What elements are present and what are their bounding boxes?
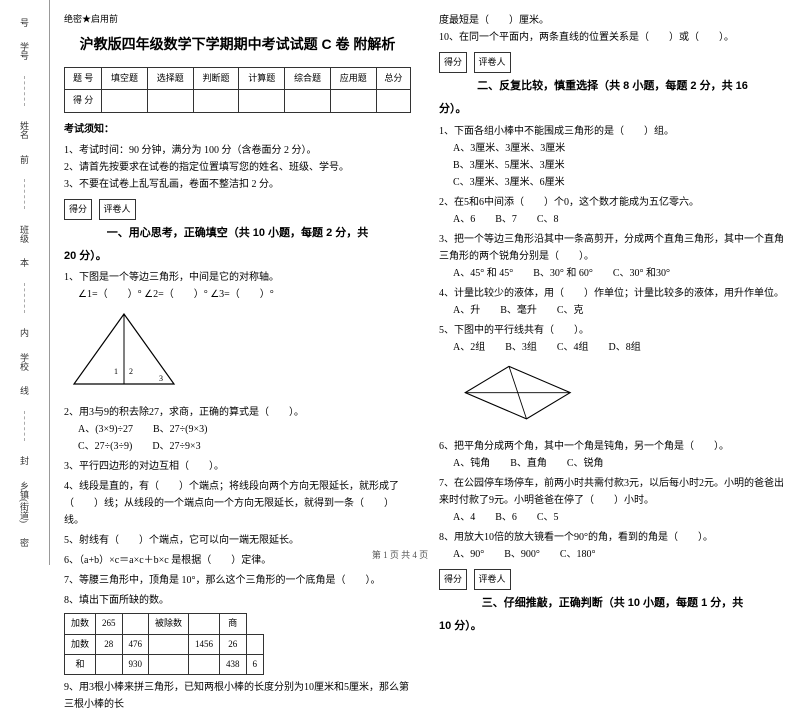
sec2-title: 二、反复比较，慎重选择（共 8 小题，每题 2 分，共 16 — [439, 77, 786, 96]
got-box: 得分 — [64, 199, 92, 220]
notice-2: 2、请首先按要求在试卷的指定位置填写您的姓名、班级、学号。 — [64, 159, 411, 176]
bind-line-3 — [24, 283, 25, 313]
score-table: 题 号 填空题 选择题 判断题 计算题 综合题 应用题 总分 得 分 — [64, 67, 411, 113]
sc4: 计算题 — [239, 68, 285, 90]
sc7: 总分 — [376, 68, 410, 90]
svg-text:1: 1 — [114, 367, 118, 376]
triangle-figure: 1 2 3 — [64, 309, 184, 389]
rhombus-figure — [439, 362, 579, 423]
r3-opts: A、45° 和 45° B、30° 和 60° C、30° 和30° — [439, 265, 786, 282]
r1a: A、3厘米、3厘米、3厘米 — [439, 140, 786, 157]
sc2: 选择题 — [147, 68, 193, 90]
notice-3: 3、不要在试卷上乱写乱画，卷面不整洁扣 2 分。 — [64, 176, 411, 193]
scr: 得 分 — [65, 90, 102, 112]
q1-t2: ∠1=（ ）° ∠2=（ ）° ∠3=（ ）° — [64, 286, 411, 303]
q3: 3、平行四边形的对边互相（ ）。 — [64, 458, 411, 475]
r6-opts: A、钝角 B、直角 C、锐角 — [439, 455, 786, 472]
got-box-2: 得分 — [439, 52, 467, 73]
sc3: 判断题 — [193, 68, 239, 90]
q2-t: 2、用3与9的积去除27，求商，正确的算式是（ ）。 — [64, 404, 411, 421]
r1: 1、下面各组小棒中不能围成三角形的是（ ）组。 A、3厘米、3厘米、3厘米 B、… — [439, 123, 786, 191]
q5: 5、射线有（ ）个端点，它可以向一端无限延长。 — [64, 532, 411, 549]
r2-t: 2、在5和6中间添（ ）个0，这个数才能成为五亿零六。 — [439, 194, 786, 211]
bind-l3: 前 — [18, 155, 31, 164]
exam-title: 沪教版四年级数学下学期期中考试试题 C 卷 附解析 — [64, 33, 411, 57]
r1-t: 1、下面各组小棒中不能围成三角形的是（ ）组。 — [439, 123, 786, 140]
q10: 10、在同一个平面内，两条直线的位置关系是（ ）或（ ）。 — [439, 29, 786, 46]
r4-t: 4、计量比较少的液体，用（ ）作单位；计量比较多的液体，用升作单位。 — [439, 285, 786, 302]
svg-text:3: 3 — [159, 374, 163, 383]
got-box-3: 得分 — [439, 569, 467, 590]
bind-line-1 — [24, 76, 25, 106]
r4-opts: A、升 B、毫升 C、克 — [439, 302, 786, 319]
r1c: C、3厘米、3厘米、6厘米 — [439, 174, 786, 191]
bind-l1: 学号 — [18, 42, 31, 60]
r2-opts: A、6 B、7 C、8 — [439, 211, 786, 228]
bind-line-2 — [24, 179, 25, 209]
r7-t: 7、在公园停车场停车，前两小时共需付款3元，以后每小时2元。小明的爸爸出来时付款… — [439, 475, 786, 509]
bind-l11: 密 — [18, 538, 31, 547]
sc5: 综合题 — [285, 68, 331, 90]
r1b: B、3厘米、5厘米、3厘米 — [439, 157, 786, 174]
r6: 6、把平角分成两个角，其中一个角是钝角，另一个角是（ ）。 A、钝角 B、直角 … — [439, 438, 786, 472]
r5-t: 5、下图中的平行线共有（ ）。 — [439, 322, 786, 339]
bind-l5: 本 — [18, 258, 31, 267]
q8-t: 8、填出下面所缺的数。 — [64, 592, 411, 609]
svg-text:2: 2 — [129, 367, 133, 376]
bind-line-4 — [24, 411, 25, 441]
notice-head: 考试须知： — [64, 121, 411, 138]
bind-l9: 封 — [18, 456, 31, 465]
r4: 4、计量比较少的液体，用（ ）作单位；计量比较多的液体，用升作单位。 A、升 B… — [439, 285, 786, 319]
bind-l10: 乡镇(街道) — [18, 481, 31, 523]
q7: 7、等腰三角形中，顶角是 10°，那么这个三角形的一个底角是（ ）。 — [64, 572, 411, 589]
sec1-title2: 20 分）。 — [64, 247, 411, 266]
q9: 9、用3根小棒来拼三角形，已知两根小棒的长度分别为10厘米和5厘米，那么第三根小… — [64, 679, 411, 713]
q2c: C、27÷(3÷9) — [78, 441, 132, 452]
sc6: 应用题 — [330, 68, 376, 90]
q2a: A、(3×9)÷27 — [78, 424, 133, 435]
r5-opts: A、2组 B、3组 C、4组 D、8组 — [439, 339, 786, 356]
grader-box-2: 评卷人 — [474, 52, 511, 73]
grader-box-3: 评卷人 — [474, 569, 511, 590]
secret-label: 绝密★启用前 — [64, 12, 411, 27]
bind-l7: 学校 — [18, 353, 31, 371]
q8: 8、填出下面所缺的数。 加数265被除数商 加数28476145626 和930… — [64, 592, 411, 675]
right-column: 度最短是（ ）厘米。 10、在同一个平面内，两条直线的位置关系是（ ）或（ ）。… — [425, 0, 800, 565]
bind-l8: 线 — [18, 386, 31, 395]
r6-t: 6、把平角分成两个角，其中一个角是钝角，另一个角是（ ）。 — [439, 438, 786, 455]
sec3-title2: 10 分）。 — [439, 617, 786, 636]
r8-t: 8、用放大10倍的放大镜看一个90°的角，看到的角是（ ）。 — [439, 529, 786, 546]
q4: 4、线段是直的，有（ ）个端点；将线段向两个方向无限延长，就形成了（ ）线；从线… — [64, 478, 411, 529]
r3: 3、把一个等边三角形沿其中一条高剪开，分成两个直角三角形，其中一个直角三角形的两… — [439, 231, 786, 282]
r3-t: 3、把一个等边三角形沿其中一条高剪开，分成两个直角三角形，其中一个直角三角形的两… — [439, 231, 786, 265]
bind-l6: 内 — [18, 328, 31, 337]
r2: 2、在5和6中间添（ ）个0，这个数才能成为五亿零六。 A、6 B、7 C、8 — [439, 194, 786, 228]
sec1-title: 一、用心思考，正确填空（共 10 小题，每题 2 分，共 — [64, 224, 411, 243]
q2d: D、27÷9×3 — [152, 441, 200, 452]
sc0: 题 号 — [65, 68, 102, 90]
page-footer: 第 1 页 共 4 页 — [0, 548, 800, 561]
q9-cont: 度最短是（ ）厘米。 — [439, 12, 786, 29]
notice-1: 1、考试时间：90 分钟，满分为 100 分（含卷面分 2 分）。 — [64, 142, 411, 159]
left-column: 绝密★启用前 沪教版四年级数学下学期期中考试试题 C 卷 附解析 题 号 填空题… — [50, 0, 425, 565]
q1-t1: 1、下图是一个等边三角形，中间是它的对称轴。 — [64, 269, 411, 286]
bind-l2: 姓名 — [18, 121, 31, 139]
q2b: B、27÷(9×3) — [153, 424, 207, 435]
sc1: 填空题 — [102, 68, 148, 90]
q8-table: 加数265被除数商 加数28476145626 和9304386 — [64, 613, 264, 675]
binding-strip: 号 学号 姓名 前 班级 本 内 学校 线 封 乡镇(街道) 密 — [0, 0, 50, 565]
q1: 1、下图是一个等边三角形，中间是它的对称轴。 ∠1=（ ）° ∠2=（ ）° ∠… — [64, 269, 411, 401]
sec2-title2: 分）。 — [439, 100, 786, 119]
r7-opts: A、4 B、6 C、5 — [439, 509, 786, 526]
bind-l4: 班级 — [18, 225, 31, 243]
r7: 7、在公园停车场停车，前两小时共需付款3元，以后每小时2元。小明的爸爸出来时付款… — [439, 475, 786, 526]
grader-box: 评卷人 — [99, 199, 136, 220]
q2: 2、用3与9的积去除27，求商，正确的算式是（ ）。 A、(3×9)÷27 B、… — [64, 404, 411, 455]
r5: 5、下图中的平行线共有（ ）。 A、2组 B、3组 C、4组 D、8组 — [439, 322, 786, 435]
sec3-title: 三、仔细推敲，正确判断（共 10 小题，每题 1 分，共 — [439, 594, 786, 613]
bind-l0: 号 — [18, 18, 31, 27]
